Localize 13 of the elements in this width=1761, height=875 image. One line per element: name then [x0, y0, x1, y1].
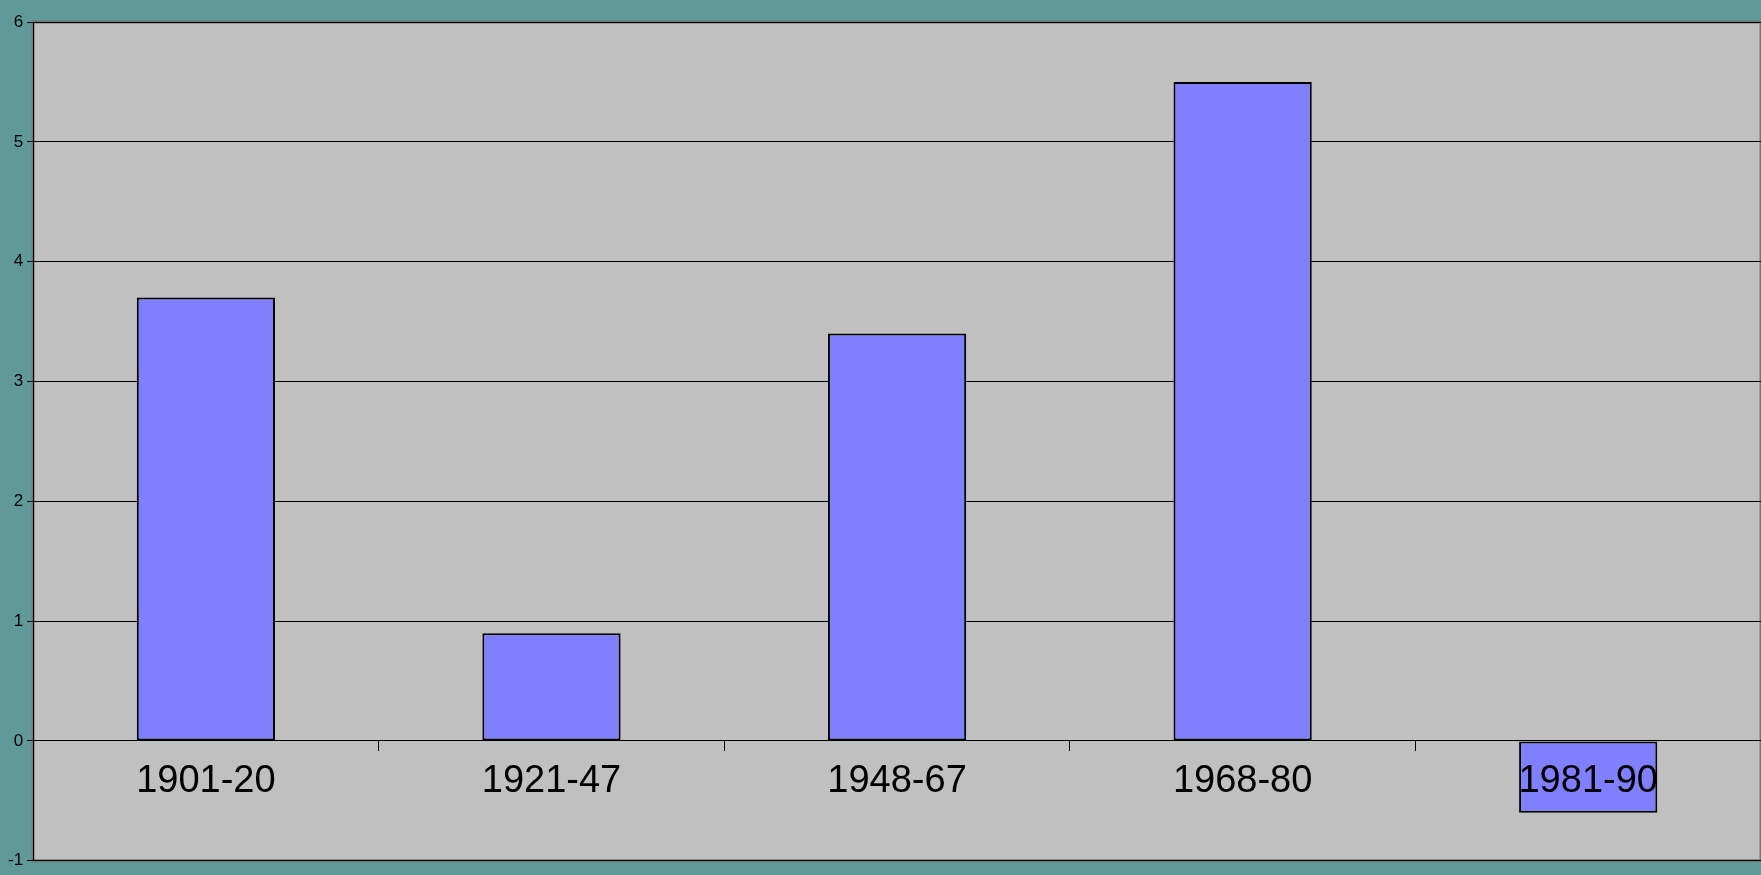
y-tick-label: 6 [13, 11, 24, 31]
y-tick-label: 5 [13, 131, 24, 151]
x-tick-label: 1968-80 [1172, 758, 1313, 801]
x-tick-label: 1948-67 [827, 758, 967, 801]
y-tick-label: -1 [7, 850, 24, 870]
x-tick-label: 1901-20 [136, 758, 276, 801]
y-tick-label: 1 [13, 610, 24, 630]
y-tick-label: 3 [13, 371, 24, 391]
y-tick-label: 2 [13, 491, 24, 510]
y-tick-label: 0 [13, 730, 24, 750]
x-tick-label: 1921-47 [481, 758, 622, 801]
y-tick-label: 4 [13, 251, 24, 271]
x-tick-label: 1981-90 [1518, 758, 1658, 801]
